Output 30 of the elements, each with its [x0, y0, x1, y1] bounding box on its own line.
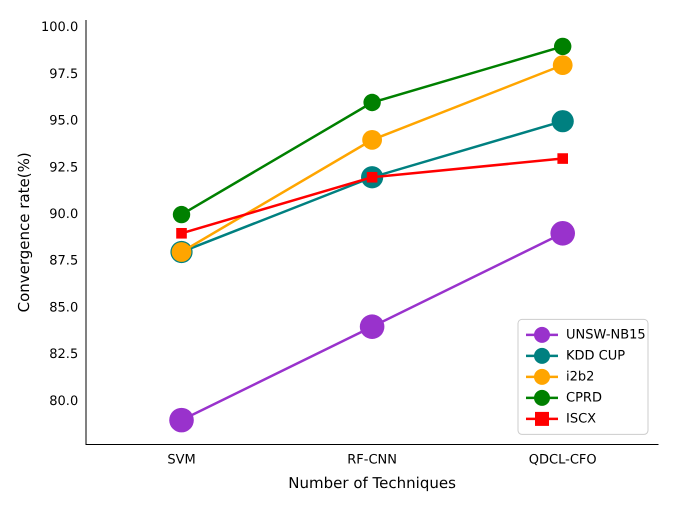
point	[169, 408, 194, 432]
x-tick-label: SVM	[167, 452, 196, 468]
point	[176, 228, 187, 239]
point	[557, 153, 568, 164]
y-tick-label: 100.0	[41, 20, 78, 36]
y-tick-label: 80.0	[49, 394, 78, 409]
point	[552, 110, 574, 132]
y-tick-label: 97.5	[49, 66, 78, 82]
legend-label: ISCX	[566, 411, 596, 426]
point	[552, 55, 573, 76]
x-tick-label: RF-CNN	[347, 452, 397, 468]
y-tick-label: 92.5	[49, 160, 78, 176]
x-axis-title: Number of Techniques	[288, 474, 456, 492]
y-tick-label: 95.0	[49, 114, 78, 129]
y-tick-label: 82.5	[49, 347, 78, 362]
point	[550, 220, 576, 246]
legend-label: UNSW-NB15	[566, 327, 646, 342]
y-tick-label: 90.0	[49, 206, 78, 222]
legend-label: i2b2	[566, 369, 594, 384]
y-axis-title: Convergence rate(%)	[14, 152, 33, 312]
y-tick-label: 87.5	[49, 254, 78, 269]
legend-label: CPRD	[566, 390, 602, 406]
point	[363, 94, 381, 112]
point	[360, 314, 384, 339]
point	[362, 130, 382, 150]
legend-label: KDD CUP	[566, 348, 626, 364]
x-tick-label: QDCL-CFO	[528, 452, 597, 468]
y-tick-label: 85.0	[49, 300, 78, 316]
point	[554, 38, 572, 56]
point	[172, 206, 190, 224]
